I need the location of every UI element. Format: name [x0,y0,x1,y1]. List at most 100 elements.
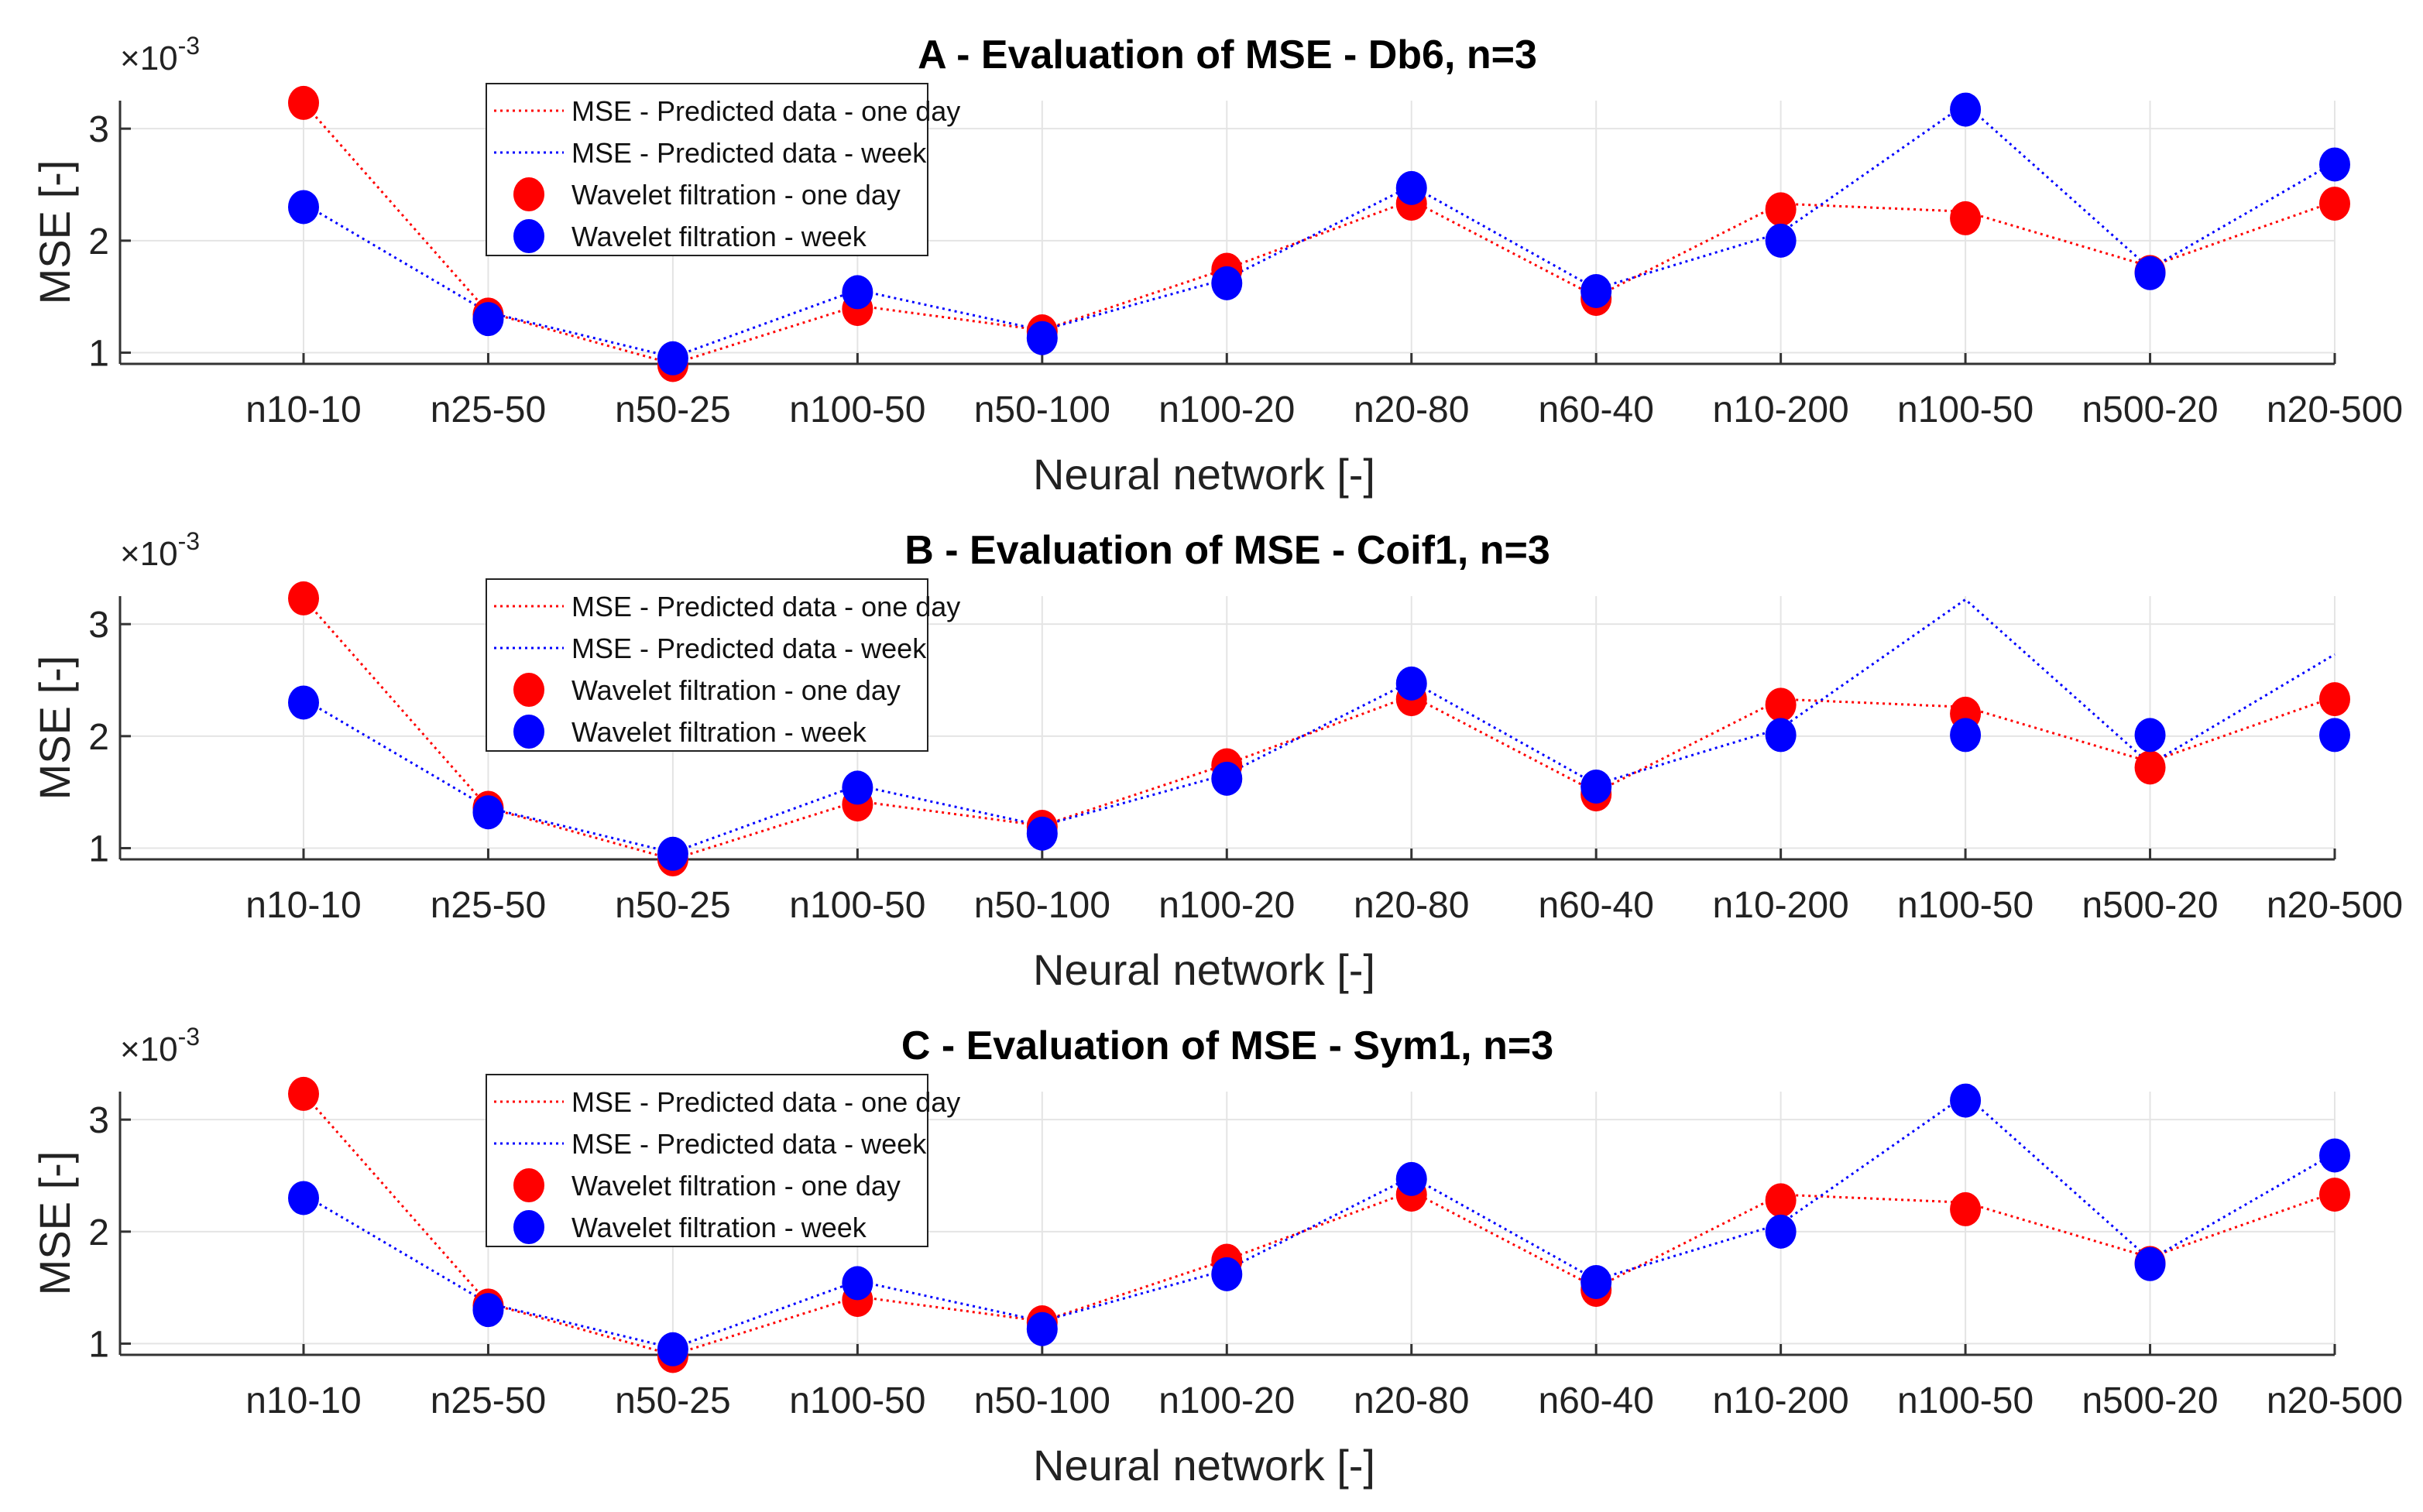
x-tick-label: n25-50 [431,1380,546,1421]
data-point [2134,1246,2166,1281]
x-tick-label: n20-80 [1354,389,1469,430]
x-axis-label: Neural network [-] [1033,945,1375,994]
y-tick-label: 1 [88,829,109,870]
data-point [842,1266,873,1301]
exponent-power: -3 [178,1023,200,1051]
legend-entry: Wavelet filtration - week [571,221,867,252]
chart-panel-2: 1 2 3 n10-10 n25-50 n50-25 n100-50 n50-100 n100-… [30,527,2403,994]
data-point [1026,1311,1058,1346]
x-tick-label: n20-500 [2267,885,2403,926]
legend-entry: Wavelet filtration - one day [571,179,901,211]
x-tick-label: n50-25 [615,389,730,430]
y-axis-label: MSE [-] [30,656,79,801]
x-tick-label: n50-25 [615,885,730,926]
x-tick-label: n25-50 [431,389,546,430]
data-point [2319,147,2350,182]
data-point [1026,816,1058,851]
y-tick-label: 2 [88,717,109,758]
x-tick-label: n60-40 [1538,1380,1653,1421]
data-point [1765,1183,1797,1218]
data-point [1765,192,1797,227]
legend-entry: MSE - Predicted data - week [571,633,927,664]
data-point [288,1076,319,1111]
y-tick-label: 1 [88,334,109,375]
data-point [288,581,319,615]
x-tick-label: n100-50 [1897,885,2033,926]
x-tick-label: n60-40 [1538,389,1653,430]
exponent-label: ×10-3 [120,1023,200,1068]
exponent-power: -3 [178,527,200,555]
legend-swatch-marker [513,673,544,707]
data-point [1950,1191,1982,1226]
y-tick-label: 3 [88,109,109,150]
data-point [2319,1178,2350,1212]
y-tick-label: 1 [88,1325,109,1366]
data-point [1580,273,1612,308]
data-point [2134,718,2166,753]
legend-entry: Wavelet filtration - week [571,1212,867,1243]
data-point [657,836,688,871]
x-tick-label: n100-20 [1158,1380,1295,1421]
data-point [2319,1138,2350,1173]
data-point [842,275,873,310]
legend-entry: MSE - Predicted data - one day [571,591,960,622]
chart-panel-3: 1 2 3 n10-10 n25-50 n50-25 n100-50 n50-100 n100-… [30,1023,2403,1490]
legend-swatch-marker [513,1210,544,1244]
legend-entry: MSE - Predicted data - week [571,1128,927,1160]
data-point [1765,687,1797,722]
data-point [1395,170,1427,205]
data-point [1950,1083,1982,1118]
exponent-label: ×10-3 [120,527,200,573]
legend-entry: MSE - Predicted data - one day [571,1086,960,1118]
y-axis-label: MSE [-] [30,160,79,305]
data-point [472,302,504,337]
data-point [1950,92,1982,127]
x-tick-label: n10-10 [245,1380,361,1421]
data-point [1580,1264,1612,1299]
chart-title: C - Evaluation of MSE - Sym1, n=3 [901,1023,1553,1068]
legend-entry: MSE - Predicted data - one day [571,95,960,127]
exponent-power: -3 [178,32,200,60]
x-tick-label: n20-80 [1354,885,1469,926]
data-point [2319,718,2350,753]
data-point [2134,750,2166,785]
chart-panel-1: 1 2 3 n10-10 n25-50 n50-25 n100-50 n50-100 n100-… [30,32,2403,499]
data-point [1395,666,1427,701]
x-tick-label: n10-10 [245,389,361,430]
legend-box [486,1074,928,1247]
legend-entry: MSE - Predicted data - week [571,137,927,169]
x-tick-label: n50-25 [615,1380,730,1421]
x-tick-label: n10-10 [245,885,361,926]
data-point [2134,255,2166,290]
data-point [288,190,319,225]
data-point [842,770,873,805]
data-point [1765,1214,1797,1249]
data-point [1765,718,1797,753]
legend-entry: Wavelet filtration - one day [571,1170,901,1202]
y-tick-label: 2 [88,1212,109,1253]
x-tick-label: n100-50 [789,389,925,430]
data-point [472,1293,504,1328]
x-tick-label: n25-50 [431,885,546,926]
x-tick-label: n500-20 [2082,1380,2218,1421]
x-tick-label: n500-20 [2082,885,2218,926]
data-point [1950,201,1982,235]
legend-box [486,578,928,752]
data-point [1765,223,1797,258]
x-tick-label: n20-500 [2267,389,2403,430]
y-tick-label: 2 [88,221,109,262]
chart-title: B - Evaluation of MSE - Coif1, n=3 [904,528,1550,573]
x-tick-label: n20-500 [2267,1380,2403,1421]
data-point [1580,769,1612,804]
legend-swatch-marker [513,219,544,253]
chart-title: A - Evaluation of MSE - Db6, n=3 [918,33,1537,77]
series-line [303,102,2335,358]
x-tick-label: n100-50 [1897,389,2033,430]
data-point [288,685,319,720]
legend-entry: Wavelet filtration - week [571,716,867,748]
data-point [288,85,319,120]
x-tick-label: n500-20 [2082,389,2218,430]
series-line [303,598,2335,854]
y-tick-label: 3 [88,605,109,646]
